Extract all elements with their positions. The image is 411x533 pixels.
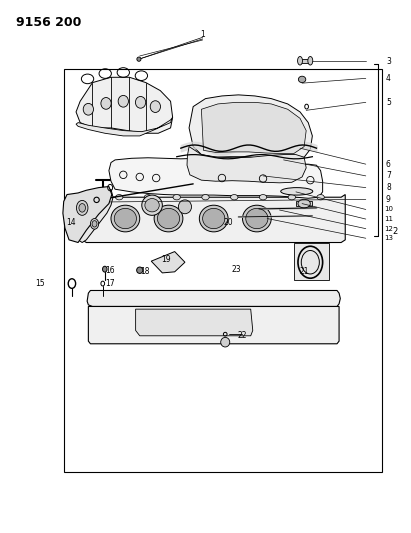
- Polygon shape: [87, 290, 340, 306]
- Ellipse shape: [308, 56, 313, 65]
- Ellipse shape: [90, 219, 99, 229]
- Text: 22: 22: [238, 332, 247, 340]
- Bar: [64, 69, 382, 472]
- Text: 9: 9: [386, 195, 391, 204]
- Text: 8: 8: [386, 183, 391, 192]
- Text: 9156 200: 9156 200: [16, 16, 82, 29]
- Ellipse shape: [281, 188, 313, 195]
- Ellipse shape: [79, 204, 85, 212]
- Ellipse shape: [83, 103, 94, 115]
- Ellipse shape: [298, 199, 310, 208]
- Ellipse shape: [144, 195, 152, 200]
- Text: 14: 14: [66, 219, 76, 227]
- Text: 2: 2: [393, 228, 398, 236]
- Text: 1: 1: [200, 30, 205, 39]
- Ellipse shape: [137, 57, 141, 61]
- Text: 13: 13: [384, 235, 393, 241]
- Ellipse shape: [92, 221, 97, 227]
- Polygon shape: [294, 243, 329, 280]
- Polygon shape: [76, 117, 173, 136]
- Ellipse shape: [157, 208, 180, 229]
- Polygon shape: [300, 59, 310, 63]
- Ellipse shape: [118, 95, 128, 107]
- Ellipse shape: [203, 208, 225, 229]
- Text: 20: 20: [223, 219, 233, 227]
- Ellipse shape: [246, 208, 268, 229]
- Text: 3: 3: [386, 57, 391, 66]
- Text: 15: 15: [35, 279, 45, 288]
- Text: 21: 21: [299, 268, 309, 276]
- Ellipse shape: [231, 195, 238, 200]
- Polygon shape: [201, 102, 306, 154]
- Ellipse shape: [317, 195, 324, 200]
- Ellipse shape: [298, 56, 302, 65]
- Text: 12: 12: [384, 225, 393, 232]
- Ellipse shape: [76, 200, 88, 215]
- Text: 17: 17: [105, 279, 115, 288]
- Text: 5: 5: [386, 98, 391, 107]
- Text: 4: 4: [386, 74, 391, 83]
- Ellipse shape: [103, 266, 107, 272]
- Polygon shape: [75, 189, 113, 243]
- Ellipse shape: [199, 205, 228, 232]
- Text: 10: 10: [384, 206, 393, 213]
- Ellipse shape: [288, 195, 296, 200]
- Ellipse shape: [259, 195, 267, 200]
- Ellipse shape: [114, 208, 136, 229]
- Ellipse shape: [242, 205, 271, 232]
- Text: 11: 11: [384, 216, 393, 222]
- Polygon shape: [189, 95, 312, 160]
- Polygon shape: [296, 201, 312, 206]
- Text: 16: 16: [105, 266, 115, 275]
- Ellipse shape: [142, 195, 162, 215]
- Ellipse shape: [221, 337, 230, 347]
- Text: 6: 6: [386, 160, 391, 168]
- Polygon shape: [63, 187, 112, 243]
- Polygon shape: [136, 309, 253, 336]
- Text: 7: 7: [386, 172, 391, 180]
- Polygon shape: [109, 158, 323, 198]
- Ellipse shape: [178, 200, 192, 214]
- Ellipse shape: [173, 195, 180, 200]
- Ellipse shape: [298, 76, 306, 83]
- Polygon shape: [82, 195, 345, 243]
- Ellipse shape: [136, 267, 143, 273]
- Ellipse shape: [202, 195, 209, 200]
- Polygon shape: [187, 147, 306, 183]
- Ellipse shape: [115, 195, 123, 200]
- Ellipse shape: [111, 205, 140, 232]
- Ellipse shape: [145, 198, 159, 212]
- Text: 18: 18: [140, 268, 150, 276]
- Polygon shape: [151, 252, 185, 273]
- Polygon shape: [76, 77, 173, 133]
- Ellipse shape: [101, 98, 111, 109]
- Text: 19: 19: [162, 255, 171, 264]
- Ellipse shape: [154, 205, 183, 232]
- Text: 23: 23: [231, 265, 241, 274]
- Ellipse shape: [150, 101, 160, 112]
- Ellipse shape: [136, 96, 146, 108]
- Polygon shape: [88, 306, 339, 344]
